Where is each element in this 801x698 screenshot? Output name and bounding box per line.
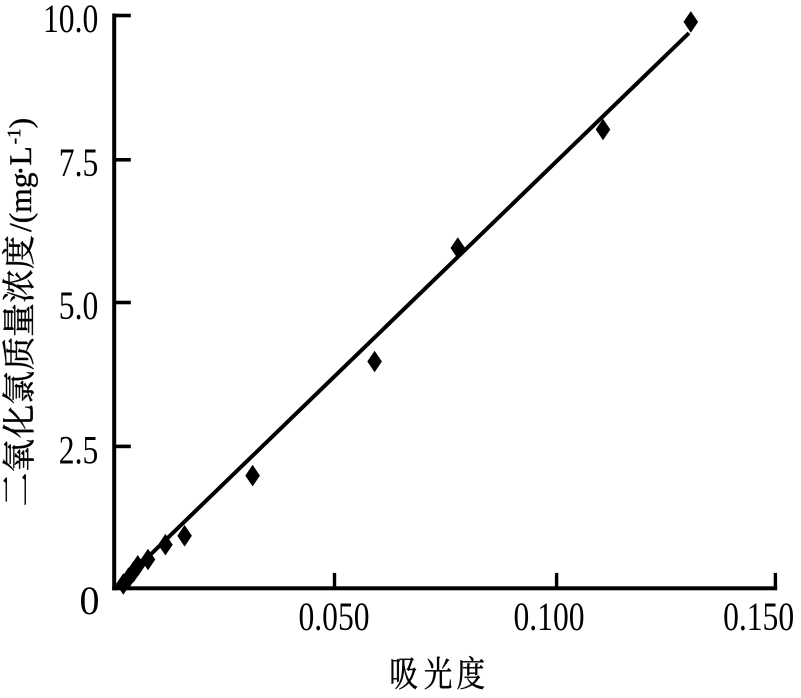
svg-text:0.050: 0.050 [298,594,369,638]
svg-text:10.0: 10.0 [43,0,98,41]
svg-text:7.5: 7.5 [59,140,98,184]
svg-text:0: 0 [80,578,100,623]
svg-text:2.5: 2.5 [59,428,98,472]
svg-text:0.100: 0.100 [513,594,584,638]
svg-text:5.0: 5.0 [59,284,98,328]
svg-text:0.150: 0.150 [723,594,794,638]
